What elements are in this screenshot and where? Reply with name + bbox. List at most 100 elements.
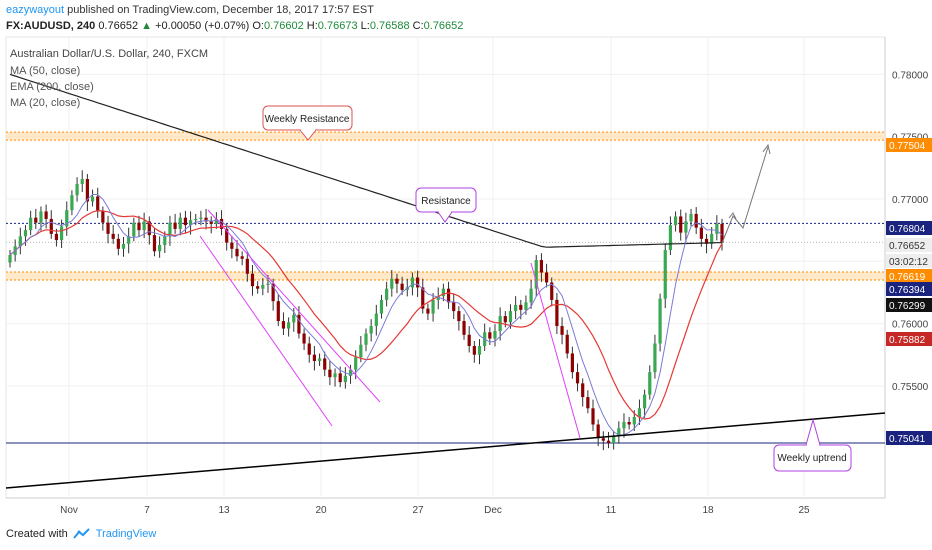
candle-body	[127, 236, 131, 244]
author-link[interactable]: eazywayout	[6, 4, 65, 16]
candle-body	[54, 233, 59, 241]
candle-body	[529, 288, 533, 303]
channel-lower-line	[199, 235, 333, 427]
candle-body	[379, 299, 384, 314]
weekly-resistance-label: Weekly Resistance	[265, 114, 350, 125]
candle-body	[152, 235, 157, 252]
price-label-box	[886, 254, 932, 268]
candle-body	[534, 260, 538, 289]
price-axis[interactable]: 0.780000.775000.770000.765000.760000.755…	[886, 70, 932, 445]
candle-body	[679, 216, 683, 233]
price-label-text: 0.75882	[889, 335, 926, 346]
candle-body	[106, 222, 110, 234]
candle-body	[173, 222, 177, 229]
candle-body	[245, 258, 249, 274]
symbol-label: FX:AUDUSD, 240	[6, 20, 96, 32]
resistance-label: Resistance	[421, 196, 471, 207]
candle-body	[343, 375, 347, 383]
price-label-text: 0.76652	[889, 241, 926, 252]
y-tick-label: 0.76000	[892, 320, 929, 331]
candle-body	[168, 222, 172, 237]
legend-ma20[interactable]: MA (20, close)	[10, 97, 80, 109]
candle-body	[622, 421, 626, 429]
candle-body	[214, 218, 218, 224]
candle-body	[632, 417, 636, 425]
candle-body	[75, 184, 79, 196]
weekly-uptrend-line	[5, 412, 886, 489]
candle-body	[488, 332, 492, 339]
candle-body	[663, 250, 667, 299]
weekly-resistance-callout[interactable]: Weekly Resistance	[262, 105, 353, 141]
candle-body	[132, 222, 136, 237]
x-tick-label: Nov	[60, 505, 78, 516]
candle-body	[209, 221, 213, 224]
drawings-layer	[5, 143, 886, 489]
moving-averages	[9, 73, 723, 436]
candle-body	[354, 357, 358, 370]
candle-body	[400, 283, 404, 290]
weekly-uptrend-callout[interactable]: Weekly uptrend	[773, 418, 852, 472]
time-axis[interactable]: Nov 7 13 20 27 Dec 11 18 25	[60, 505, 810, 516]
close-label: C:	[412, 20, 424, 32]
candle-body	[673, 216, 678, 226]
candle-body	[158, 245, 162, 252]
footer: Created with TradingView	[6, 528, 156, 540]
candle-body	[369, 326, 373, 334]
change-value: +0.00050 (+0.07%)	[155, 20, 250, 32]
price-label-text: 0.75041	[889, 434, 926, 445]
tradingview-brand[interactable]: TradingView	[95, 528, 157, 540]
ma20-line	[9, 193, 723, 436]
candle-body	[142, 221, 146, 231]
candle-body	[472, 345, 476, 355]
candle-body	[539, 260, 544, 273]
candle-body	[617, 428, 621, 436]
legend-ema200[interactable]: EMA (200, close)	[10, 81, 94, 93]
candle-body	[467, 334, 471, 346]
candle-body	[80, 179, 84, 185]
candle-body	[395, 278, 399, 284]
candle-body	[18, 236, 22, 247]
candle-body	[96, 196, 100, 212]
candle-body	[39, 211, 43, 223]
candle-body	[90, 196, 95, 202]
low-value: 0.76588	[369, 20, 410, 32]
candle-body	[436, 296, 440, 300]
candle-body	[514, 304, 518, 312]
candle-body	[261, 284, 265, 289]
price-label-text: 03:02:12	[889, 257, 928, 268]
candle-body	[111, 233, 115, 239]
x-tick-label: 7	[144, 505, 150, 516]
high-value: 0.76673	[317, 20, 358, 32]
candle-body	[720, 223, 724, 243]
price-label-text: 0.76394	[889, 285, 926, 296]
candle-body	[8, 255, 12, 263]
forecast-arrow-icon	[762, 143, 771, 155]
candle-body	[116, 238, 120, 249]
resistance-callout[interactable]: Resistance	[415, 187, 477, 223]
candle-body	[586, 397, 590, 409]
candle-body	[328, 369, 332, 378]
candle-body	[240, 256, 244, 259]
price-label-box	[886, 282, 932, 296]
price-label-box	[886, 431, 932, 445]
candle-body	[441, 288, 445, 297]
forecast-arrow-icon	[728, 212, 737, 220]
legend-ma50[interactable]: MA (50, close)	[10, 65, 80, 77]
candle-body	[266, 283, 270, 285]
publish-text: published on TradingView.com, December 1…	[67, 4, 374, 16]
candle-body	[415, 277, 420, 288]
grid	[6, 37, 885, 498]
level-zones	[6, 131, 885, 444]
candle-body	[503, 316, 507, 323]
candle-body	[715, 223, 719, 234]
candle-body	[637, 408, 642, 418]
drop-line	[530, 262, 581, 439]
y-tick-label: 0.75500	[892, 382, 929, 393]
candle-body	[524, 302, 528, 310]
candle-body	[560, 326, 564, 335]
candle-body	[648, 372, 652, 395]
price-label-box	[886, 238, 932, 252]
x-tick-label: Dec	[484, 505, 502, 516]
candle-body	[137, 222, 141, 231]
